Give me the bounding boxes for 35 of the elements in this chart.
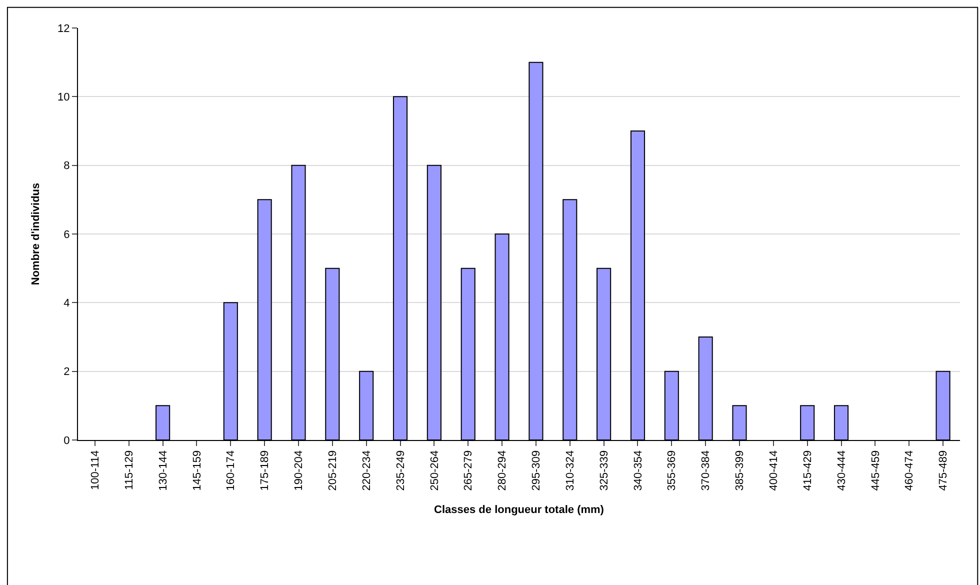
- x-tick-label: 190-204: [293, 450, 306, 491]
- y-axis-title: Nombre d'individus: [30, 182, 42, 286]
- x-tick-label: 100-114: [90, 450, 102, 490]
- x-tick-label: 400-414: [768, 450, 780, 491]
- y-tick-label: 10: [58, 92, 70, 104]
- x-tick-label: 340-354: [632, 450, 644, 491]
- y-tick-label: 0: [64, 434, 70, 447]
- x-tick-label: 370-384: [700, 450, 712, 491]
- x-tick-label: 265-279: [462, 450, 475, 491]
- x-tick-label: 235-249: [394, 450, 407, 491]
- x-tick-label: 175-189: [259, 450, 272, 491]
- x-tick-label: 205-219: [326, 450, 339, 491]
- x-tick-label: 415-429: [802, 450, 814, 491]
- y-tick-label: 12: [58, 22, 70, 35]
- x-tick-label: 460-474: [904, 450, 916, 491]
- x-tick-label: 325-339: [598, 450, 610, 491]
- x-tick-label: 385-399: [734, 450, 746, 491]
- x-tick-label: 310-324: [564, 450, 576, 491]
- x-axis-title: Classes de longueur totale (mm): [434, 504, 604, 516]
- x-tick-label: 115-129: [123, 450, 136, 490]
- x-tick-label: 130-144: [157, 450, 170, 491]
- x-tick-label: 295-309: [530, 450, 543, 491]
- y-tick-label: 6: [64, 228, 70, 241]
- x-tick-label: 145-159: [191, 450, 204, 491]
- x-tick-label: 160-174: [225, 450, 238, 491]
- y-tick-label: 4: [64, 298, 70, 310]
- x-tick-label: 430-444: [836, 450, 848, 491]
- x-tick-label: 250-264: [428, 450, 441, 491]
- x-tick-label: 220-234: [360, 450, 373, 491]
- y-tick-label: 8: [64, 160, 70, 172]
- x-tick-label: 355-369: [666, 450, 678, 491]
- x-tick-label: 445-459: [870, 450, 882, 491]
- x-tick-label: 280-294: [496, 450, 509, 491]
- x-tick-label: 475-489: [938, 450, 950, 491]
- y-tick-label: 2: [64, 366, 70, 378]
